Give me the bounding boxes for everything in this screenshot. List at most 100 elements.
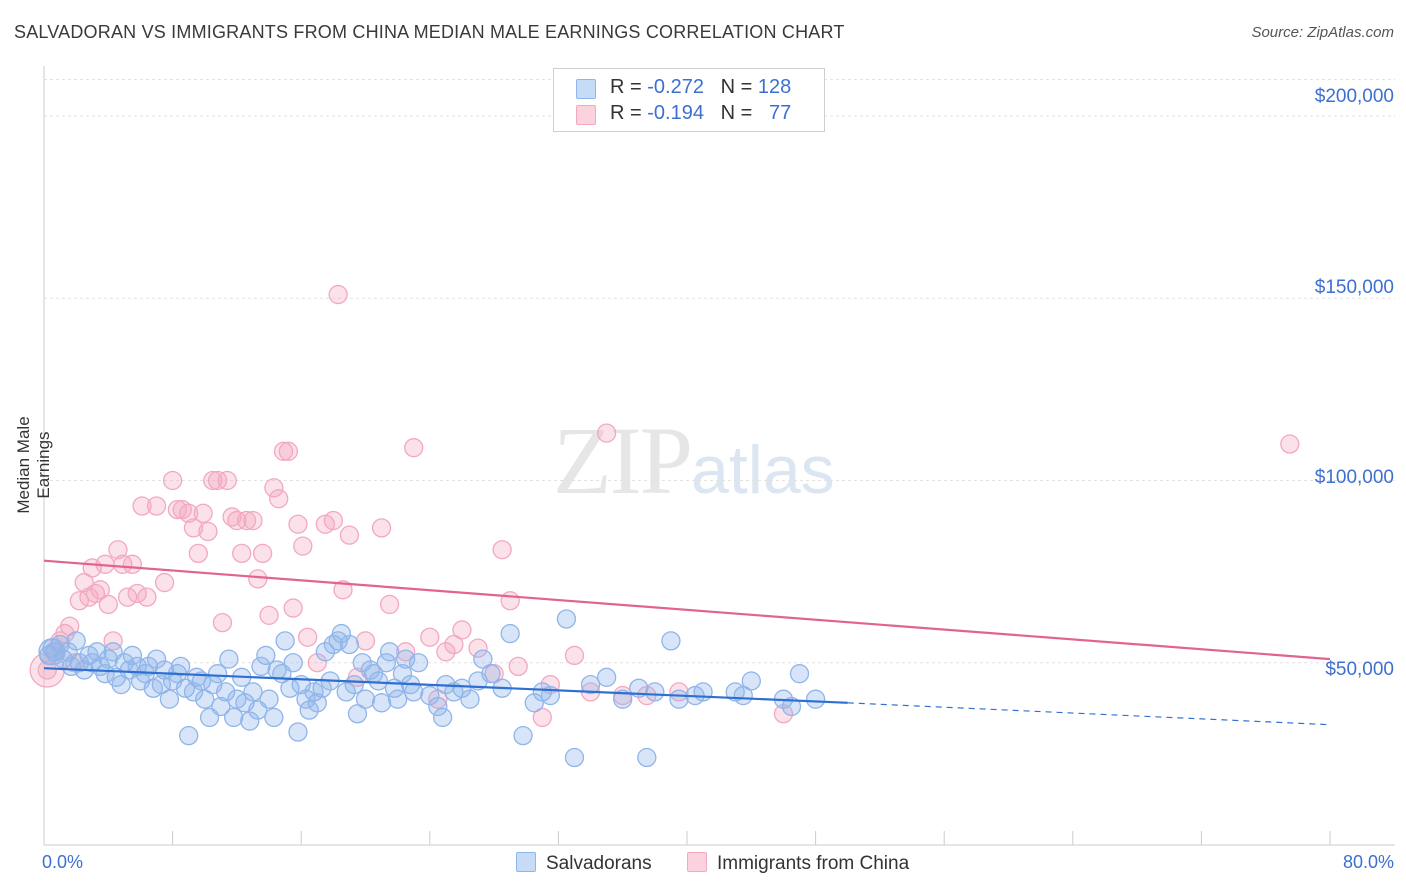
salvadoran-point-126 [789, 664, 810, 684]
china-point-41 [248, 569, 268, 589]
salvadoran-point-67 [307, 693, 327, 713]
china-point-48 [283, 598, 303, 618]
watermark-atlas: atlas [691, 432, 835, 508]
x-axis-min-label: 0.0% [42, 852, 84, 872]
salvadoran-point-27 [146, 649, 167, 669]
china-point-25 [167, 499, 188, 520]
china-point-66 [436, 642, 456, 662]
salvadoran-point-122 [733, 685, 753, 706]
china-point-64 [420, 627, 440, 647]
salvadoran-point-104 [500, 623, 520, 644]
china-point-74 [532, 707, 552, 728]
salvadoran-point-113 [613, 689, 633, 709]
china-point-39 [236, 510, 257, 531]
salvadoran-point-111 [580, 674, 601, 695]
salvadoran-point-105 [513, 725, 533, 746]
salvadoran-point-99 [460, 689, 480, 709]
china-point-42 [252, 543, 273, 564]
salvadoran-trend-line [43, 667, 848, 704]
salvadoran-point-7 [66, 631, 86, 651]
china-point-55 [328, 284, 348, 305]
china-point-49 [288, 514, 308, 534]
salvadoran-point-64 [296, 689, 316, 709]
salvadoran-point-12 [87, 642, 107, 662]
salvadoran-point-109 [556, 609, 577, 629]
salvadoran-point-30 [159, 689, 180, 709]
salvadoran-point-origin [38, 638, 66, 666]
salvadoran-point-115 [637, 747, 657, 768]
x-axis-max-label: 80.0% [1342, 852, 1394, 872]
legend-swatch-pink [576, 105, 596, 125]
salvadoran-point-93 [420, 685, 440, 706]
china-point-78 [596, 423, 617, 443]
china-point-30 [193, 503, 213, 523]
china-point-52 [307, 653, 327, 673]
salvadoran-point-116 [645, 682, 665, 702]
china-point-68 [452, 620, 472, 640]
china-point-73 [508, 656, 528, 677]
salvadoran-point-65 [299, 700, 319, 720]
salvadoran-point-94 [428, 696, 448, 717]
china-point-47 [278, 441, 298, 461]
china-point-35 [217, 470, 237, 491]
salvadoran-point-62 [288, 722, 308, 742]
china-point-22 [146, 496, 167, 516]
china-point-50 [293, 536, 313, 556]
salvadoran-point-117 [661, 631, 681, 651]
bottom-legend-salvadorans: Salvadorans [516, 852, 652, 875]
salvadoran-points [38, 609, 826, 768]
china-point-0 [37, 660, 57, 680]
salvadoran-point-35 [179, 725, 199, 746]
china-point-20 [132, 496, 152, 516]
salvadoran-point-33 [170, 656, 191, 677]
salvadoran-point-21 [122, 645, 143, 666]
salvadoran-point-83 [371, 693, 392, 713]
china-trend-line [43, 559, 1331, 661]
china-point-83 [1280, 434, 1300, 454]
salvadoran-point-45 [219, 649, 239, 669]
salvadoran-point-59 [275, 631, 295, 651]
salvadoran-point-54 [256, 645, 276, 666]
china-point-59 [355, 631, 376, 651]
china-point-44 [264, 478, 284, 498]
china-point-11 [90, 580, 110, 600]
china-point-40 [243, 510, 263, 531]
y-axis-label: Median Male Earnings [14, 416, 53, 514]
salvadoran-point-46 [224, 707, 244, 728]
salvadoran-point-125 [781, 696, 802, 717]
china-point-38 [232, 543, 252, 564]
salvadoran-point-55 [259, 689, 279, 709]
china-point-60 [371, 518, 392, 538]
salvadoran-point-69 [315, 642, 335, 662]
salvadoran-point-98 [452, 678, 472, 698]
salvadoran-point-95 [433, 707, 453, 728]
salvadoran-point-118 [669, 689, 689, 709]
bottom-legend-swatch-blue [516, 852, 536, 872]
china-point-14 [103, 631, 123, 651]
correlation-legend: R = -0.272 N = 128 R = -0.194 N = 77 [553, 68, 825, 132]
china-point-28 [183, 518, 204, 538]
salvadoran-point-80 [360, 660, 380, 680]
china-point-31 [198, 521, 218, 542]
china-point-76 [564, 645, 585, 666]
watermark-zip: ZIP [553, 407, 693, 514]
source-label: Source: ZipAtlas.com [1251, 24, 1394, 41]
china-point-29 [188, 543, 208, 564]
axes [43, 66, 1395, 846]
china-point-56 [333, 580, 353, 600]
china-point-51 [297, 627, 318, 647]
y-tick-50000: $50,000 [1325, 659, 1394, 680]
salvadoran-point-42 [207, 664, 228, 684]
bottom-legend-swatch-pink [687, 852, 707, 872]
salvadoran-point-92 [408, 653, 429, 673]
salvadoran-point-50 [240, 711, 260, 731]
trend-lines [43, 559, 1331, 726]
china-point-43 [259, 605, 279, 625]
china-point-34 [212, 612, 233, 633]
salvadoran-point-28 [151, 674, 171, 695]
china-point-54 [323, 510, 344, 531]
salvadoran-point-74 [336, 682, 356, 702]
china-point-61 [379, 594, 400, 615]
china-point-67 [444, 634, 464, 655]
salvadoran-point-82 [368, 671, 389, 691]
